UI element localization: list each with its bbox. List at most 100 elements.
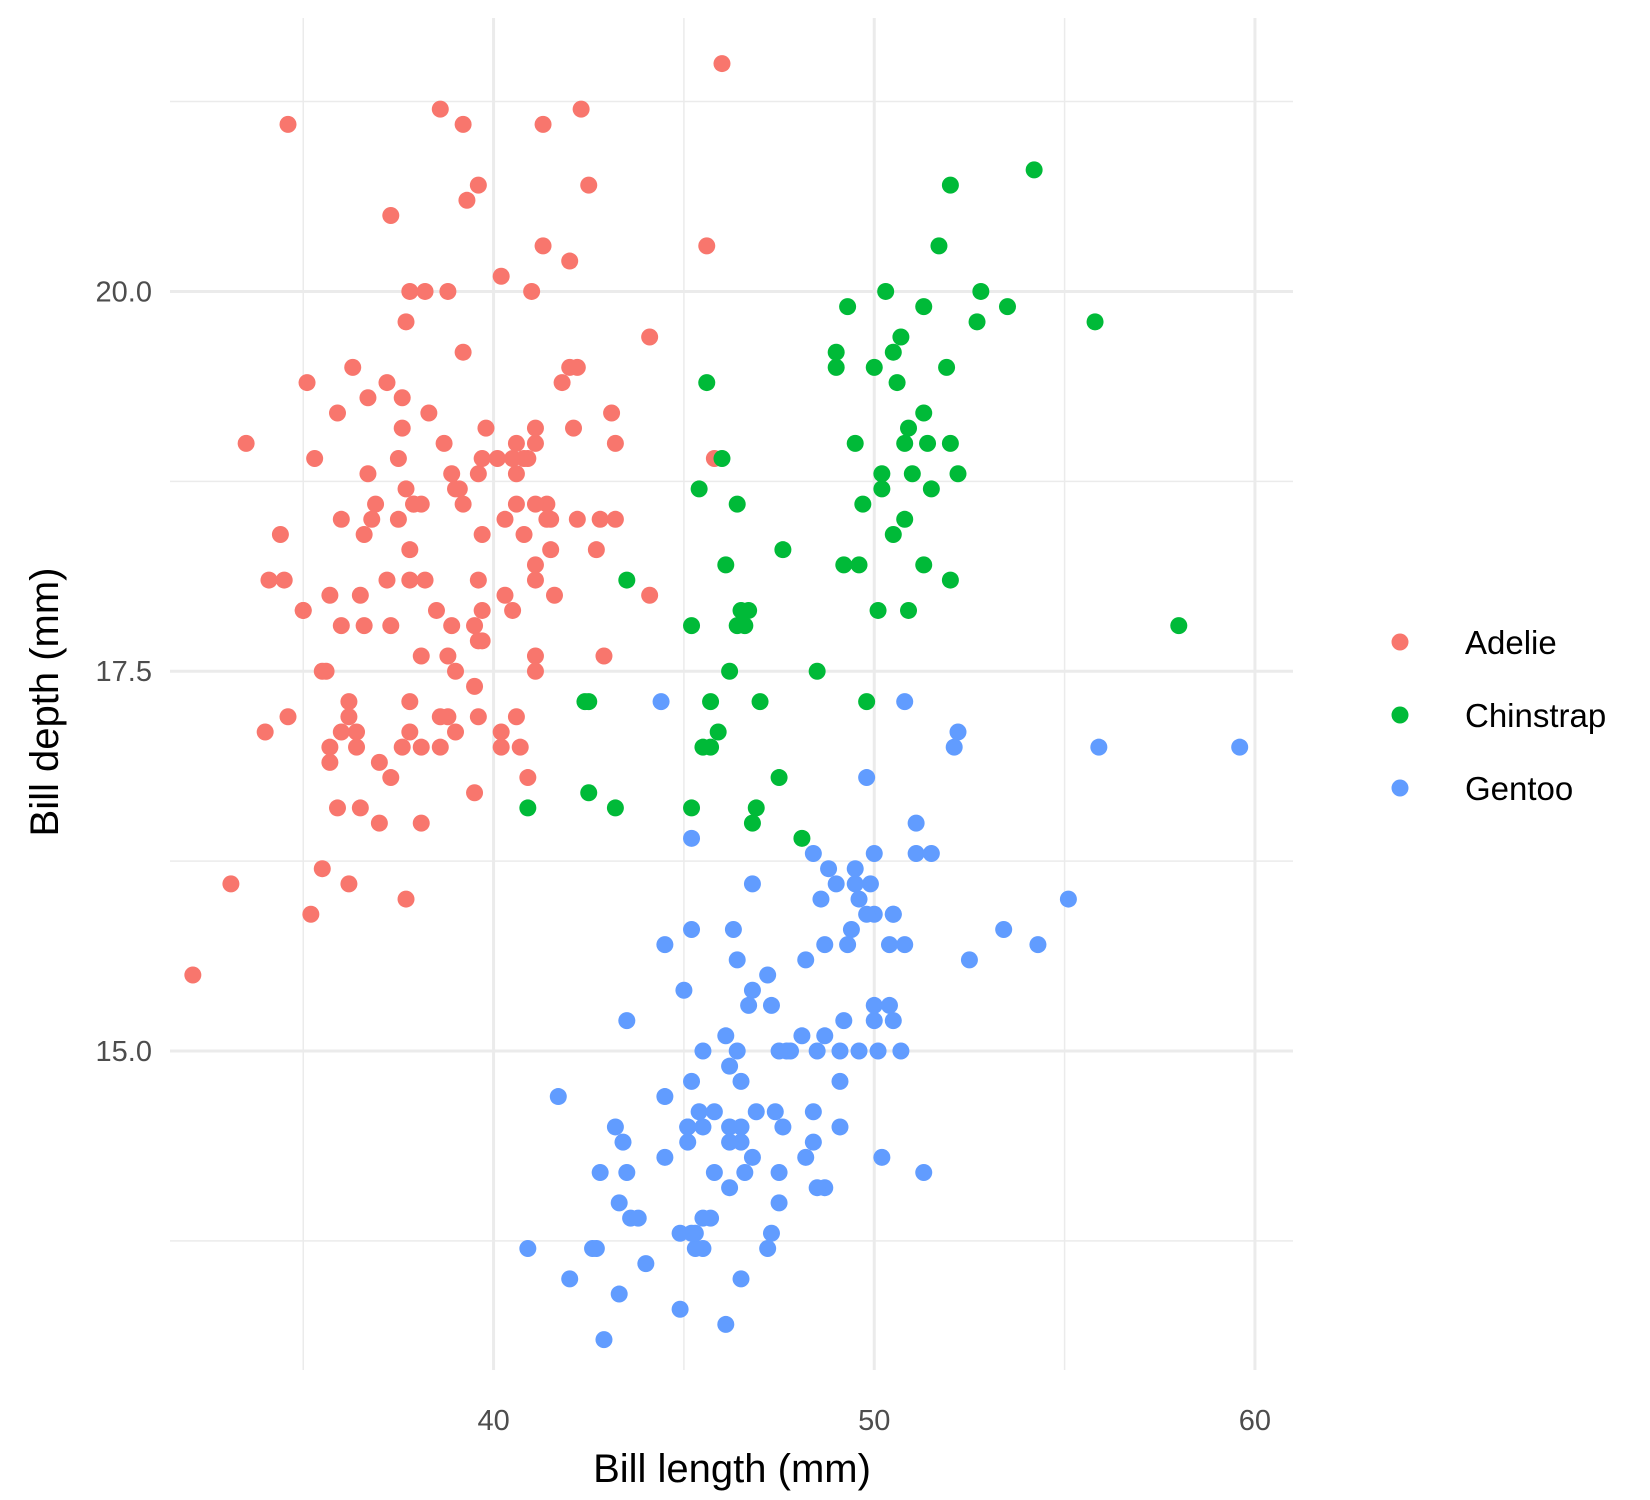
point-chinstrap <box>922 480 940 498</box>
point-adelie <box>466 677 484 695</box>
point-gentoo <box>595 1331 613 1349</box>
point-gentoo <box>865 1012 883 1030</box>
point-chinstrap <box>972 282 990 300</box>
point-adelie <box>507 708 525 726</box>
point-adelie <box>641 328 659 346</box>
legend-key-adelie <box>1391 633 1409 651</box>
point-gentoo <box>842 920 860 938</box>
y-tick-label: 17.5 <box>96 656 152 688</box>
point-adelie <box>401 282 419 300</box>
point-adelie <box>526 434 544 452</box>
point-gentoo <box>831 1118 849 1136</box>
point-gentoo <box>858 905 876 923</box>
point-gentoo <box>770 1194 788 1212</box>
point-adelie <box>595 647 613 665</box>
point-chinstrap <box>949 465 967 483</box>
point-chinstrap <box>858 693 876 711</box>
point-gentoo <box>1090 738 1108 756</box>
point-adelie <box>587 541 605 559</box>
point-gentoo <box>869 1042 887 1060</box>
point-chinstrap <box>888 374 906 392</box>
point-chinstrap <box>884 343 902 361</box>
point-gentoo <box>694 1118 712 1136</box>
point-chinstrap <box>941 434 959 452</box>
point-chinstrap <box>721 662 739 680</box>
point-adelie <box>378 571 396 589</box>
point-adelie <box>332 723 350 741</box>
legend-item-chinstrap: Chinstrap <box>1391 697 1606 734</box>
point-adelie <box>256 723 274 741</box>
point-gentoo <box>705 1103 723 1121</box>
point-adelie <box>332 510 350 528</box>
legend-label: Gentoo <box>1465 770 1573 807</box>
point-gentoo <box>762 996 780 1014</box>
point-chinstrap <box>827 358 845 376</box>
point-chinstrap <box>884 525 902 543</box>
point-adelie <box>279 115 297 133</box>
point-gentoo <box>549 1088 567 1106</box>
point-adelie <box>439 282 457 300</box>
point-adelie <box>340 693 358 711</box>
point-gentoo <box>816 936 834 954</box>
point-gentoo <box>743 1148 761 1166</box>
point-gentoo <box>675 981 693 999</box>
point-adelie <box>443 617 461 635</box>
point-adelie <box>496 586 514 604</box>
legend-item-gentoo: Gentoo <box>1391 770 1573 807</box>
point-gentoo <box>839 936 857 954</box>
point-gentoo <box>804 1103 822 1121</box>
x-axis-tick-labels: 40 50 60 <box>477 1405 1271 1437</box>
point-adelie <box>447 480 465 498</box>
point-chinstrap <box>873 465 891 483</box>
point-gentoo <box>610 1194 628 1212</box>
point-gentoo <box>561 1270 579 1288</box>
point-adelie <box>378 374 396 392</box>
point-gentoo <box>797 1148 815 1166</box>
point-adelie <box>511 738 529 756</box>
point-gentoo <box>717 1315 735 1333</box>
point-adelie <box>469 465 487 483</box>
point-gentoo <box>884 905 902 923</box>
point-gentoo <box>880 996 898 1014</box>
point-adelie <box>302 905 320 923</box>
point-gentoo <box>880 936 898 954</box>
point-chinstrap <box>903 465 921 483</box>
point-adelie <box>298 374 316 392</box>
point-gentoo <box>759 966 777 984</box>
point-gentoo <box>721 1179 739 1197</box>
point-adelie <box>473 525 491 543</box>
point-gentoo <box>721 1133 739 1151</box>
point-adelie <box>534 237 552 255</box>
point-adelie <box>515 525 533 543</box>
point-adelie <box>389 510 407 528</box>
point-chinstrap <box>740 601 758 619</box>
legend-item-adelie: Adelie <box>1391 624 1557 661</box>
point-gentoo <box>618 1012 636 1030</box>
point-chinstrap <box>683 617 701 635</box>
point-adelie <box>382 769 400 787</box>
point-gentoo <box>743 875 761 893</box>
point-chinstrap <box>915 298 933 316</box>
point-gentoo <box>804 1133 822 1151</box>
y-tick-label: 15.0 <box>96 1036 152 1068</box>
point-adelie <box>317 662 335 680</box>
point-gentoo <box>679 1133 697 1151</box>
point-adelie <box>698 237 716 255</box>
point-adelie <box>507 495 525 513</box>
point-gentoo <box>759 1239 777 1257</box>
point-adelie <box>435 434 453 452</box>
point-adelie <box>496 510 514 528</box>
point-adelie <box>431 738 449 756</box>
point-adelie <box>416 571 434 589</box>
point-gentoo <box>949 723 967 741</box>
point-gentoo <box>637 1255 655 1273</box>
point-adelie <box>580 176 598 194</box>
point-chinstrap <box>702 738 720 756</box>
point-adelie <box>405 495 423 513</box>
point-adelie <box>492 267 510 285</box>
point-adelie <box>454 115 472 133</box>
point-chinstrap <box>1025 161 1043 179</box>
point-chinstrap <box>728 617 746 635</box>
point-adelie <box>271 525 289 543</box>
